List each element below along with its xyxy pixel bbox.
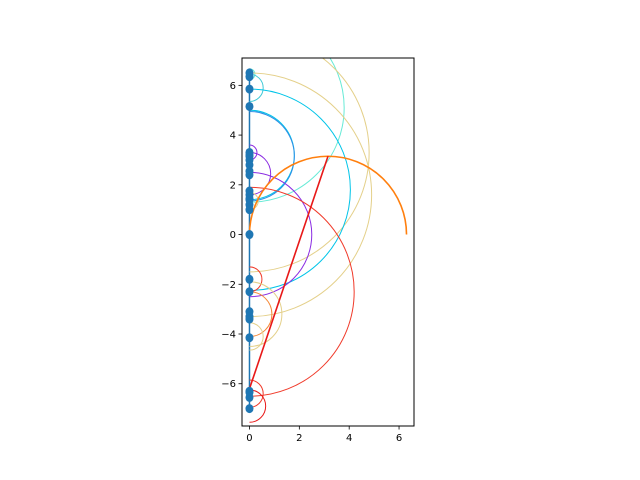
data-point xyxy=(245,205,254,215)
data-point xyxy=(245,230,254,240)
arc-3 xyxy=(249,73,264,103)
data-point xyxy=(245,84,254,94)
y-tick-label: 0 xyxy=(230,230,236,241)
data-point xyxy=(245,274,254,284)
x-axis: 0 2 4 6 xyxy=(246,426,402,444)
y-tick-label: 4 xyxy=(230,131,236,142)
arc-19 xyxy=(249,389,267,423)
x-tick-label: 6 xyxy=(396,433,402,444)
x-tick-label: 2 xyxy=(296,433,302,444)
data-point xyxy=(245,160,254,170)
plot-area xyxy=(245,58,408,423)
data-point xyxy=(245,170,254,180)
y-tick-label: −2 xyxy=(221,280,236,291)
y-tick-label: −4 xyxy=(221,330,236,341)
arc-6 xyxy=(249,110,295,202)
arc-5 xyxy=(249,58,370,273)
x-tick-label: 0 xyxy=(246,433,252,444)
data-point xyxy=(245,314,254,324)
arc-9 xyxy=(249,88,351,291)
arc-15 xyxy=(249,281,283,347)
data-point xyxy=(245,404,254,414)
data-point xyxy=(245,386,254,396)
arc-16 xyxy=(249,291,273,337)
arc-13 xyxy=(249,186,355,397)
arc-8 xyxy=(249,151,272,196)
x-tick-label: 4 xyxy=(346,433,352,444)
data-point xyxy=(245,150,254,160)
data-point xyxy=(245,392,254,402)
axes-frame xyxy=(241,57,415,427)
arc-14 xyxy=(249,266,263,293)
arc-2 xyxy=(249,58,345,203)
arc-11 xyxy=(249,171,313,298)
y-tick-label: 6 xyxy=(230,81,236,92)
arc-17 xyxy=(249,322,264,351)
y-tick-label: 2 xyxy=(230,180,236,191)
data-point xyxy=(245,193,254,203)
data-point xyxy=(245,72,254,82)
y-tick-label: −6 xyxy=(221,379,236,390)
y-axis: −6 −4 −2 0 2 4 6 xyxy=(221,81,242,390)
data-point xyxy=(245,101,254,111)
arc-10 xyxy=(249,72,373,318)
data-point xyxy=(245,287,254,297)
arc-18 xyxy=(249,379,264,408)
data-point xyxy=(245,333,254,343)
segment-1 xyxy=(248,155,329,389)
